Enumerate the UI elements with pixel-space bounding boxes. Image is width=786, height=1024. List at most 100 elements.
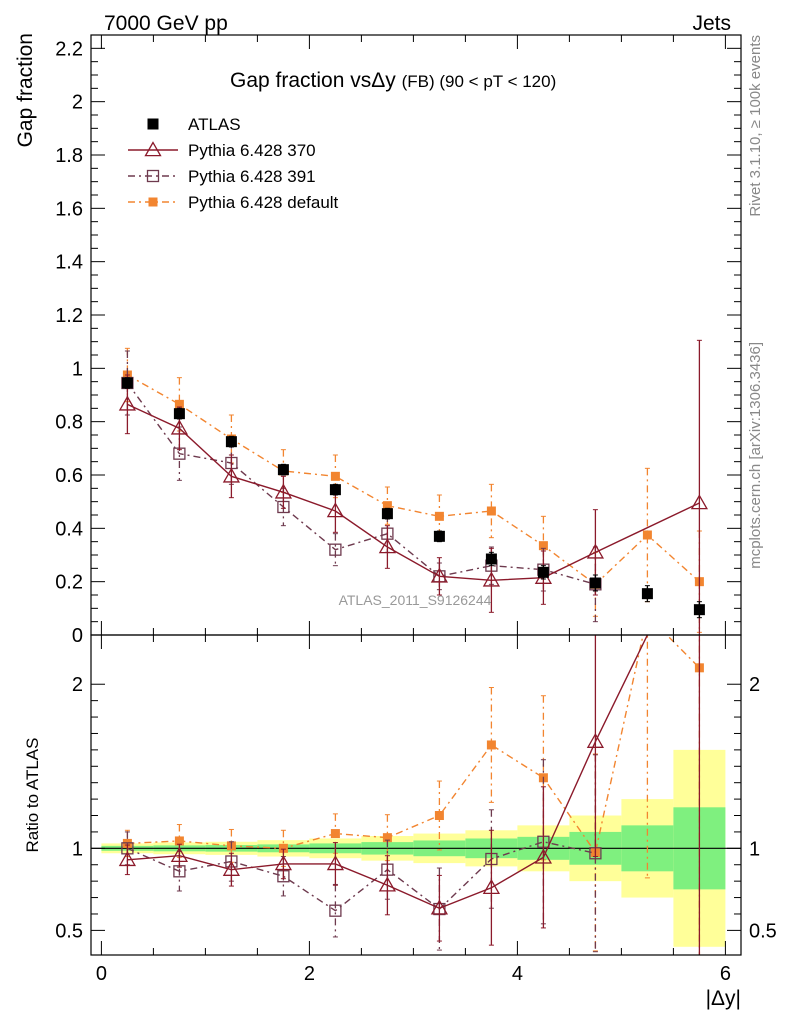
main-y-tick-label: 0.8	[55, 412, 83, 434]
ratio-pythia-370-point	[118, 851, 137, 867]
main-y-axis-label: Gap fraction	[14, 33, 37, 147]
title-suffix: (FB) (90 < pT < 120)	[402, 72, 557, 91]
pythia-370-point	[586, 543, 605, 559]
legend-label-atlas: ATLAS	[188, 115, 241, 134]
ratio-pythia-370-point	[586, 732, 605, 748]
ratio-pythia-370-point	[482, 878, 501, 894]
pythia-370-point	[690, 494, 709, 510]
pythia-default-point	[174, 399, 184, 409]
pythia-370-point	[222, 467, 241, 483]
ratio-y-axis-label: Ratio to ATLAS	[23, 738, 42, 853]
main-y-tick-label: 1	[72, 358, 83, 380]
ratio-pythia-370-point	[326, 855, 345, 871]
rivet-version-label: Rivet 3.1.10, ≥ 100k events	[747, 35, 764, 217]
main-y-tick-label: 0	[72, 625, 83, 647]
main-y-tick-label: 0.2	[55, 572, 83, 594]
ratio-pythia-default-point	[174, 836, 184, 846]
atlas-point	[225, 436, 237, 448]
ratio-pythia-370-point	[274, 855, 293, 871]
atlas-point	[433, 530, 445, 542]
ratio-panel: 0.5 0.5 1 1 2 2 0 2 4 6 Ratio to ATLAS |Δy|	[23, 611, 777, 1010]
legend-label-pythia-391: Pythia 6.428 391	[188, 167, 316, 186]
atlas-point	[537, 566, 549, 578]
header-energy-label: 7000 GeV pp	[104, 12, 228, 35]
pythia-370-point	[118, 395, 137, 411]
ratio-x-tick-label: 0	[96, 963, 107, 985]
atlas-point	[589, 577, 601, 589]
main-y-tick-label: 0.6	[55, 465, 83, 487]
legend-marker-pythia-default	[148, 197, 158, 207]
ratio-y-tick-label-right: 1	[749, 838, 760, 860]
ratio-pythia-default-line	[127, 635, 700, 855]
pythia-370-point	[482, 571, 501, 587]
atlas-point	[121, 377, 133, 389]
pythia-default-point	[642, 530, 652, 540]
atlas-point	[485, 553, 497, 565]
ratio-x-tick-label: 2	[304, 963, 315, 985]
ratio-pythia-default-point	[382, 833, 392, 843]
main-y-tick-label: 2.2	[55, 38, 83, 60]
analysis-watermark: ATLAS_2011_S9126244	[339, 592, 492, 608]
ratio-x-tick-label: 4	[512, 963, 523, 985]
legend-marker-atlas	[147, 118, 159, 130]
title-main: Gap fraction vsΔy	[230, 69, 396, 92]
ratio-pythia-370-point	[378, 876, 397, 892]
main-y-tick-label: 2	[72, 92, 83, 114]
atlas-point	[641, 588, 653, 600]
legend: ATLAS Pythia 6.428 370 Pythia 6.428 391 Pyt…	[128, 115, 339, 212]
header-jets-label: Jets	[692, 12, 731, 35]
pythia-370-point	[170, 419, 189, 435]
atlas-point	[693, 604, 705, 616]
ratio-pythia-default-point	[278, 843, 288, 853]
ratio-pythia-370-point	[170, 846, 189, 862]
ratio-y-tick-label: 0.5	[55, 920, 83, 942]
pythia-default-point	[434, 511, 444, 521]
ratio-pythia-370-line	[127, 635, 649, 909]
ratio-y-tick-label: 2	[72, 674, 83, 696]
main-panel: 0 0.2 0.4 0.6 0.8 1 1.2 1.4 1.6 1.8 2 2.2 Gap fract…	[14, 33, 742, 647]
pythia-391-line	[126, 382, 596, 586]
mcplots-label: mcplots.cern.ch [arXiv:1306.3436]	[747, 342, 764, 569]
main-y-tick-label: 1.8	[55, 145, 83, 167]
atlas-point	[173, 408, 185, 420]
ratio-y-tick-label: 1	[72, 838, 83, 860]
ratio-pythia-370-point	[534, 848, 553, 864]
x-axis-label: |Δy|	[706, 987, 741, 1010]
ratio-pythia-370-point	[430, 899, 449, 915]
legend-marker-pythia-391	[146, 169, 160, 183]
main-y-tick-label: 1.2	[55, 305, 83, 327]
pythia-default-line	[127, 374, 700, 586]
pythia-370-point	[430, 567, 449, 583]
ratio-pythia-default-point	[486, 740, 496, 750]
main-y-tick-label: 1.6	[55, 198, 83, 220]
ratio-pythia-391-line	[127, 841, 596, 912]
main-y-tick-label: 1.4	[55, 252, 83, 274]
pythia-default-point	[486, 506, 496, 516]
pythia-default-point	[382, 501, 392, 511]
atlas-point	[277, 464, 289, 476]
pythia-370-line	[127, 403, 700, 582]
ratio-pythia-391-point	[329, 904, 342, 917]
ratio-x-tick-label: 6	[720, 963, 731, 985]
ratio-pythia-default-point	[643, 611, 652, 620]
pythia-default-point	[538, 541, 548, 551]
pythia-370-point	[326, 502, 345, 518]
main-panel-title: Gap fraction vsΔy (FB) (90 < pT < 120)	[230, 69, 556, 92]
legend-label-pythia-370: Pythia 6.428 370	[188, 141, 316, 160]
ratio-y-tick-label-right: 2	[749, 674, 760, 696]
pythia-370-point	[378, 538, 397, 554]
ratio-pythia-default-point	[434, 811, 444, 821]
ratio-y-tick-label-right: 0.5	[749, 920, 777, 942]
pythia-default-point	[330, 471, 340, 481]
pythia-391-point	[329, 543, 342, 556]
ratio-panel-frame	[90, 634, 742, 956]
legend-marker-pythia-370	[144, 141, 162, 157]
pythia-370-point	[274, 483, 293, 499]
atlas-point	[329, 484, 341, 496]
ratio-pythia-default-point	[330, 829, 340, 839]
main-y-tick-label: 0.4	[55, 518, 83, 540]
legend-label-pythia-default: Pythia 6.428 default	[188, 193, 339, 212]
ratio-pythia-370-point	[222, 860, 241, 876]
atlas-point	[381, 508, 393, 520]
